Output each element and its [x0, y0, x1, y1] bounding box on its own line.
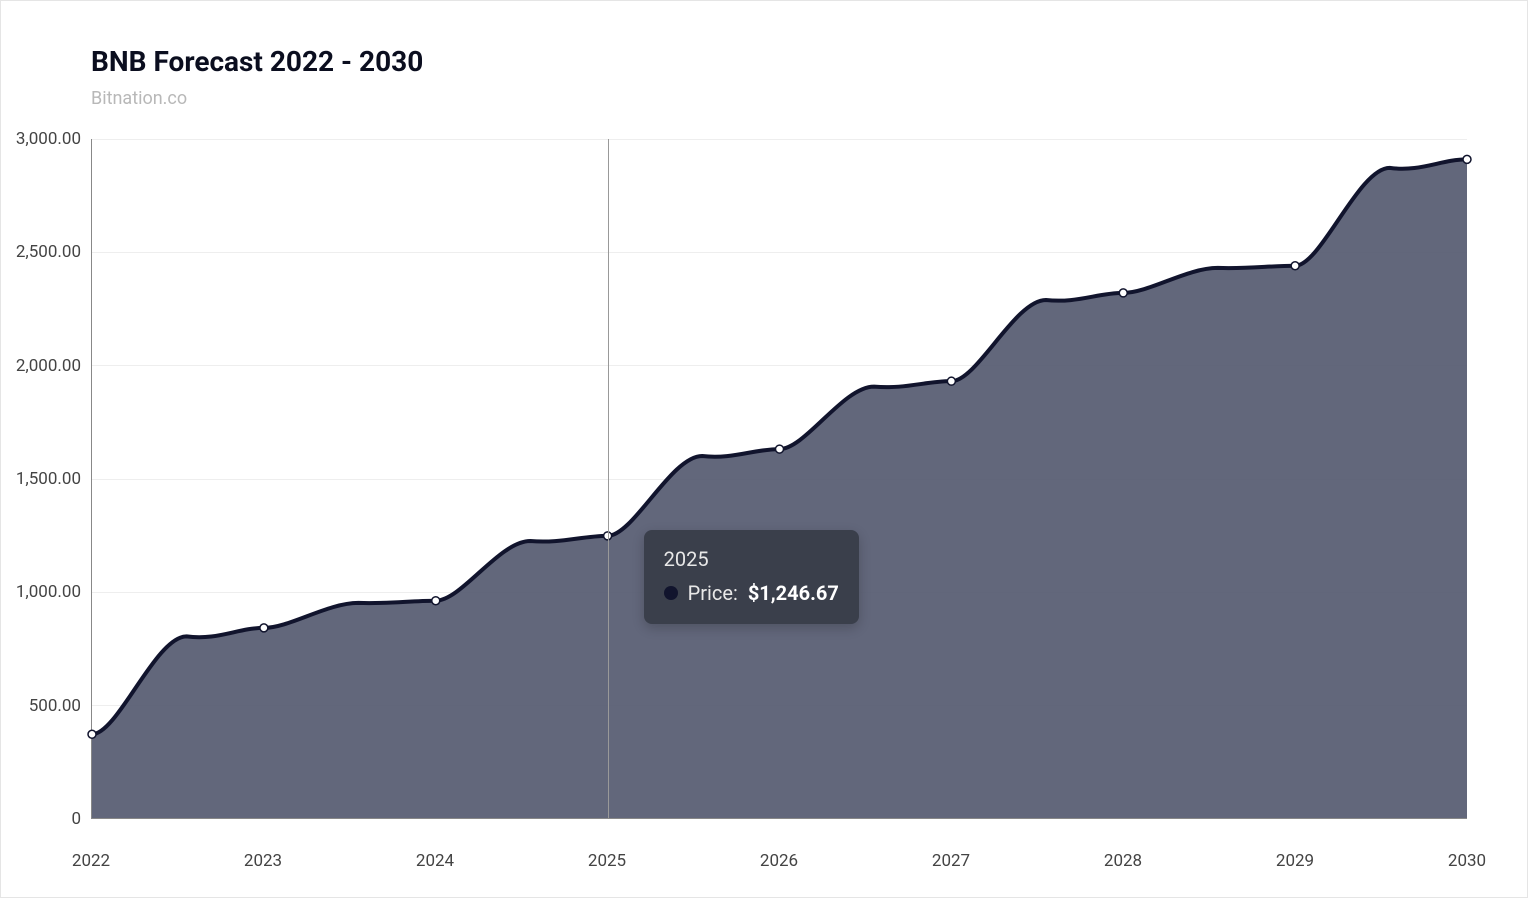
y-tick-label: 2,500.00: [1, 242, 81, 262]
chart-subtitle: Bitnation.co: [91, 88, 1467, 109]
tooltip-value: $1,246.67: [748, 578, 839, 608]
plot-wrap: 2025 Price: $1,246.67 0500.001,000.001,5…: [91, 139, 1467, 819]
tooltip-year: 2025: [664, 544, 839, 574]
data-marker[interactable]: [88, 730, 96, 738]
data-marker[interactable]: [260, 624, 268, 632]
y-tick-label: 1,500.00: [1, 469, 81, 489]
x-tick-label: 2026: [760, 851, 798, 871]
x-tick-label: 2024: [416, 851, 454, 871]
data-marker[interactable]: [1463, 155, 1471, 163]
y-tick-label: 0: [1, 809, 81, 829]
data-marker[interactable]: [1291, 262, 1299, 270]
data-marker[interactable]: [1119, 289, 1127, 297]
data-marker[interactable]: [776, 445, 784, 453]
x-tick-label: 2030: [1448, 851, 1486, 871]
data-marker[interactable]: [947, 377, 955, 385]
y-tick-label: 500.00: [1, 696, 81, 716]
y-tick-label: 3,000.00: [1, 129, 81, 149]
tooltip-series-dot-icon: [664, 586, 678, 600]
x-tick-label: 2022: [72, 851, 110, 871]
x-tick-label: 2023: [244, 851, 282, 871]
chart-container: BNB Forecast 2022 - 2030 Bitnation.co 20…: [0, 0, 1528, 898]
y-axis-labels: 0500.001,000.001,500.002,000.002,500.003…: [1, 139, 81, 819]
y-tick-label: 2,000.00: [1, 356, 81, 376]
y-tick-label: 1,000.00: [1, 582, 81, 602]
crosshair-line: [608, 139, 609, 818]
tooltip-series-label: Price:: [688, 578, 738, 608]
tooltip-row: Price: $1,246.67: [664, 578, 839, 608]
x-tick-label: 2028: [1104, 851, 1142, 871]
x-tick-label: 2025: [588, 851, 626, 871]
plot-area[interactable]: 2025 Price: $1,246.67: [91, 139, 1467, 819]
tooltip: 2025 Price: $1,246.67: [644, 530, 859, 624]
data-marker[interactable]: [432, 597, 440, 605]
chart-title: BNB Forecast 2022 - 2030: [91, 45, 1467, 78]
marker-svg: [92, 139, 1467, 818]
x-tick-label: 2027: [932, 851, 970, 871]
x-tick-label: 2029: [1276, 851, 1314, 871]
